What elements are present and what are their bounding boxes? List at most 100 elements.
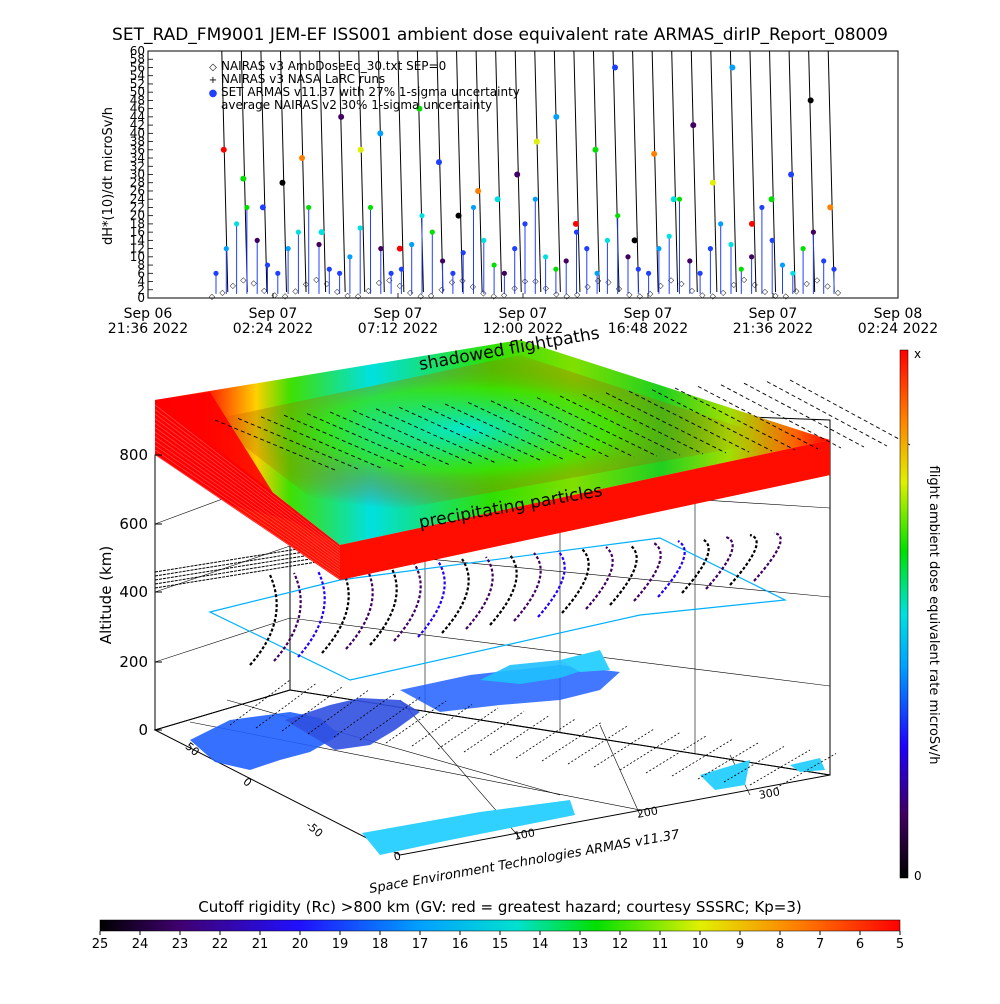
slab-track (237, 417, 359, 470)
rigidity-colorbar-title: Cutoff rigidity (Rc) >800 km (GV: red = … (198, 898, 801, 916)
slab-stripe (154, 449, 341, 577)
rigidity-colorbar-gradient (99, 919, 901, 932)
nairas-point: ◇ (543, 283, 550, 292)
nairas-point: ◇ (272, 291, 279, 300)
slab-track (720, 384, 842, 449)
y-tick-label: 2 (137, 283, 145, 297)
dose-colorbar-gradient (899, 349, 909, 879)
armas-point (563, 258, 569, 264)
spike-line (358, 50, 366, 293)
nairas-point: ◇ (689, 286, 696, 295)
slab-track (329, 411, 451, 466)
x-tick-date: Sep 07 (374, 306, 423, 322)
spike-point (494, 196, 501, 203)
nairas-point: ◇ (303, 280, 310, 289)
spike-line (319, 50, 327, 293)
y-tick-label: 20 (130, 209, 145, 223)
nairas-point: ◇ (835, 288, 842, 297)
armas-point (656, 246, 662, 252)
x-tick-date: Sep 08 (874, 306, 923, 322)
nairas-point: ◇ (564, 292, 571, 301)
floor-orbit-tracks (229, 679, 837, 789)
timeseries-legend: ◇ NAIRAS v3 AmbDoseEq_30.txt SEP=0 + NAIRAS… (209, 59, 520, 112)
slab-track (697, 386, 819, 450)
spike-point (553, 113, 560, 120)
armas-point (707, 246, 714, 252)
landmass-northpacific (560, 650, 610, 672)
nairas-point: ◇ (637, 292, 644, 301)
mid-altitude-layer (154, 531, 788, 681)
slab-edge-stripes (154, 404, 341, 580)
armas-point (501, 270, 507, 276)
armas-point (779, 262, 786, 268)
rigidity-tick-label: 10 (692, 937, 709, 952)
spike-line (299, 50, 307, 293)
slab-track (352, 409, 474, 465)
slab-stripe (154, 445, 341, 574)
x-tick-time: 07:12 2022 (358, 321, 438, 337)
y-tick-label: 60 (130, 44, 145, 58)
armas-point (625, 254, 631, 260)
spike-point (729, 64, 736, 71)
spike-point (299, 155, 306, 162)
slab-stripe (154, 440, 341, 571)
spike-point (690, 122, 697, 129)
spike-line (827, 50, 835, 293)
floor-track (541, 721, 603, 762)
nairas-point: ◇ (365, 286, 372, 295)
nairas-point: ◇ (386, 275, 393, 284)
rigidity-tick-label: 14 (532, 937, 549, 952)
slab-track (283, 414, 405, 468)
slab-track (490, 400, 612, 459)
floor-track (385, 700, 447, 744)
y-tick-label: 32 (130, 159, 145, 173)
rigidity-tick-label: 6 (856, 937, 864, 952)
nairas-point: ◇ (532, 277, 539, 286)
latitude-tick-label: 0 (240, 775, 254, 789)
nairas-point: ◇ (772, 291, 779, 300)
spike-point (651, 150, 658, 157)
armas-point (522, 221, 528, 227)
nairas-point: ◇ (626, 290, 633, 299)
y-tick-label: 40 (130, 126, 145, 140)
nairas-point: ◇ (334, 287, 341, 296)
nairas-point: ◇ (783, 292, 790, 301)
world-map-floor (190, 650, 837, 855)
mid-track (369, 564, 398, 646)
y-tick-label: 50 (130, 85, 145, 99)
armas-point (275, 270, 281, 276)
spike-point (807, 97, 814, 104)
spike-line (729, 50, 737, 293)
timeseries-series: ◇ ◇◇◇ ◇◇◇ ◇◇◇◇ ◇◇ ◇ ◇◇◇ ◇◇◇ ◇ ◇◇◇ ◇◇◇ ◇ ◇ ◇ ◇ ◇◇◇ ◇◇◇ ◇ ◇◇… (209, 196, 842, 301)
spike-point (788, 171, 795, 178)
spike-line (710, 50, 718, 293)
rigidity-tick-label: 5 (896, 937, 904, 952)
y-tick-label: 10 (130, 250, 145, 264)
x-tick-time: 21:36 2022 (733, 321, 813, 337)
mid-track (753, 531, 782, 582)
y-tick-label: 18 (130, 217, 145, 231)
rigidity-tick-label: 25 (92, 937, 109, 952)
nairas-point: ◇ (407, 288, 414, 297)
y-tick-label: 6 (137, 266, 145, 280)
mid-track (321, 568, 350, 654)
armas-point (440, 258, 446, 264)
mid-track (585, 546, 614, 610)
floor-track (775, 753, 837, 789)
spike-line (788, 50, 796, 293)
armas-point (790, 270, 796, 276)
spike-line (632, 50, 640, 293)
spike-line (475, 50, 483, 293)
legend-marker: ◇ (209, 62, 217, 73)
armas-point (646, 270, 652, 276)
y-tick-label: 54 (130, 69, 145, 83)
armas-point (810, 229, 817, 235)
nairas-point: ◇ (824, 282, 831, 291)
hazard-slab: shadowed flightpaths precipitating parti… (154, 323, 911, 580)
dose-colorbar-label: flight ambient dose equivalent rate micr… (926, 466, 941, 765)
spike-line (260, 50, 268, 293)
spike-point (220, 146, 227, 153)
rigidity-tick-label: 7 (816, 937, 824, 952)
armas-point (594, 270, 600, 276)
